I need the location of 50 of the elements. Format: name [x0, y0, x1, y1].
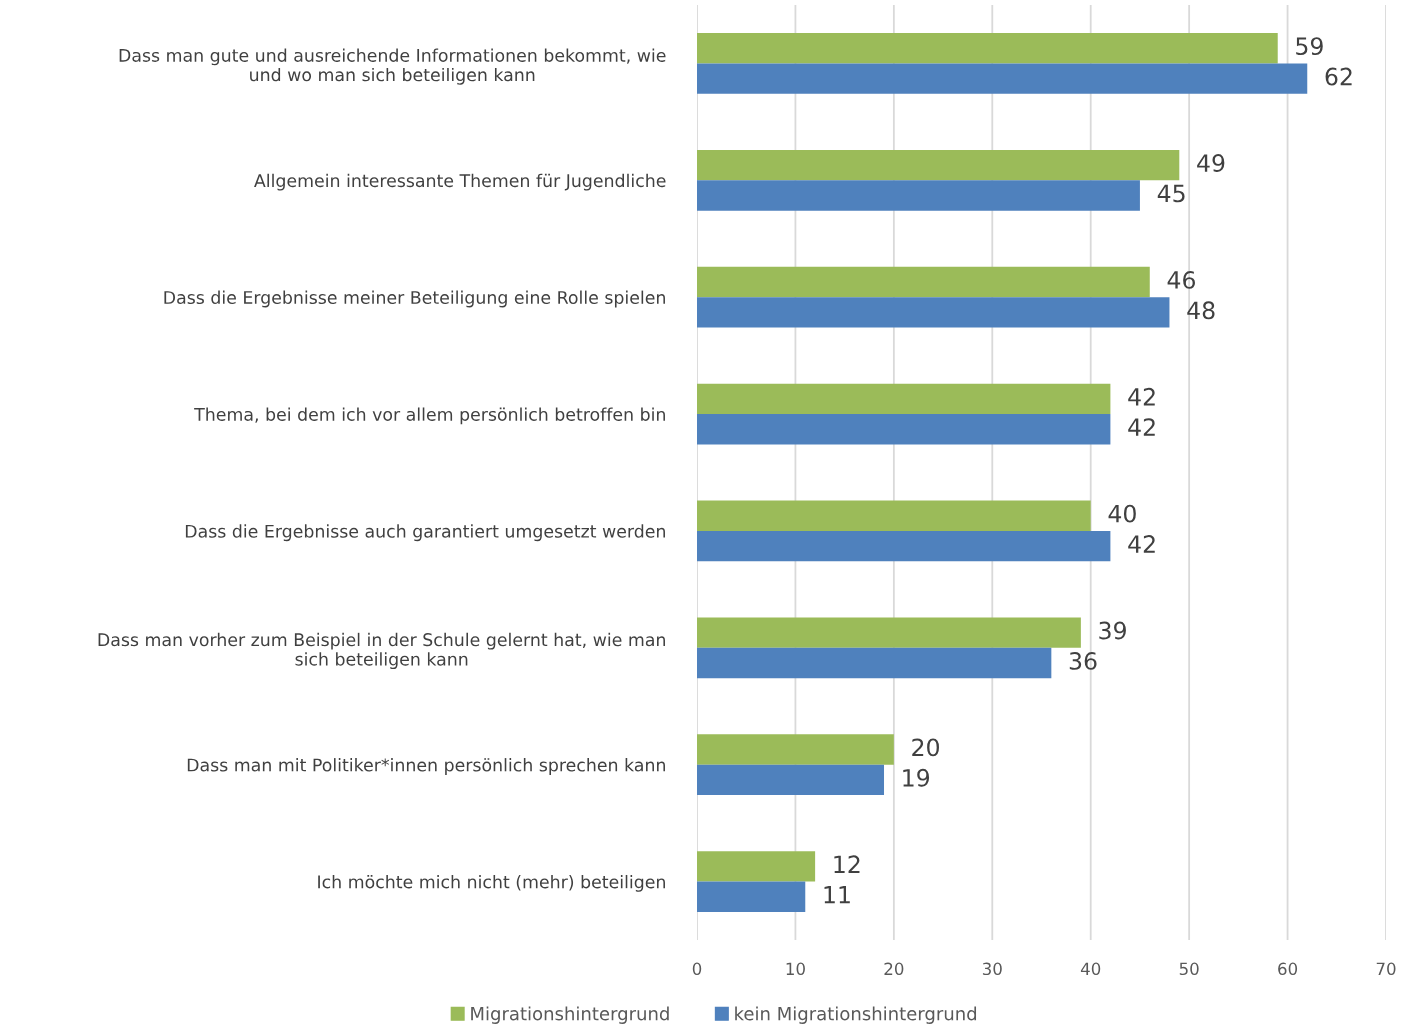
x-tick-label: 30 — [982, 962, 1002, 976]
bar — [697, 764, 885, 796]
x-tick-label: 50 — [1179, 962, 1199, 976]
data-label: 49 — [1197, 154, 1225, 172]
bar — [697, 500, 1091, 531]
bar — [697, 647, 1052, 679]
data-label: 12 — [834, 855, 860, 873]
bar — [697, 33, 1278, 64]
bar — [697, 383, 1111, 415]
data-label: 20 — [912, 738, 939, 757]
bar — [697, 414, 1111, 445]
x-tick-label: 0 — [692, 962, 702, 976]
x-tick-label: 70 — [1376, 962, 1396, 976]
bar — [697, 617, 1081, 648]
bar — [697, 734, 894, 765]
bar — [697, 266, 1150, 298]
bar — [697, 63, 1308, 94]
data-label: 62 — [1325, 67, 1352, 86]
x-tick-label: 40 — [1080, 962, 1101, 976]
y-tick-label: Thema, bei dem ich vor allem persönlich betroffen bin — [194, 407, 665, 425]
legend-label: Migrationshintergrund — [471, 1006, 669, 1024]
y-tick-label: Dass man vorher zum Beispiel in der Schule gelernt hat, wie man sich beteiligen kann — [98, 632, 665, 670]
y-tick-label: Dass man gute und ausreichende Informationen bekommt, wie und wo man sich beteiligen kann — [119, 48, 666, 85]
bar — [697, 851, 816, 882]
bar — [697, 881, 806, 912]
bar — [697, 530, 1111, 562]
data-label: 46 — [1167, 270, 1195, 289]
x-tick-label: 60 — [1278, 962, 1298, 976]
data-label: 42 — [1128, 387, 1155, 406]
data-label: 36 — [1069, 652, 1097, 670]
data-label: 42 — [1128, 535, 1155, 553]
data-label: 42 — [1128, 418, 1155, 436]
y-tick-label: Dass die Ergebnisse auch garantiert umgesetzt werden — [185, 524, 665, 542]
data-label: 40 — [1108, 504, 1136, 523]
legend-label: kein Migrationshintergrund — [735, 1006, 977, 1024]
data-label: 39 — [1099, 621, 1126, 640]
data-label: 45 — [1157, 184, 1185, 203]
y-tick-label: Dass die Ergebnisse meiner Beteiligung eine Rolle spielen — [164, 290, 665, 308]
y-tick-label: Ich möchte mich nicht (mehr) beteiligen — [318, 874, 665, 892]
bar — [697, 149, 1180, 181]
data-label: 11 — [824, 886, 850, 904]
data-label: 59 — [1296, 37, 1323, 56]
y-tick-label: Dass man mit Politiker*innen persönlich sprechen kann — [187, 758, 665, 775]
bar — [697, 297, 1170, 328]
data-label: 48 — [1187, 301, 1215, 320]
data-label: 19 — [903, 768, 930, 787]
x-tick-label: 10 — [786, 962, 805, 976]
bar — [697, 180, 1140, 211]
y-tick-label: Allgemein interessante Themen für Jugendliche — [254, 173, 666, 191]
x-tick-label: 20 — [884, 962, 904, 976]
